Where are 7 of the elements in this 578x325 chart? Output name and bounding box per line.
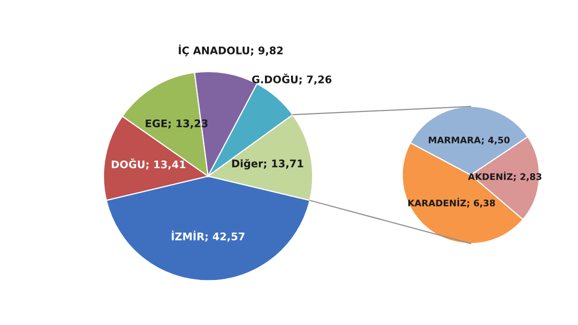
slice-label: DOĞU; 13,41 [112, 158, 186, 170]
slice-label: İÇ ANADOLU; 9,82 [178, 44, 283, 56]
slice-label: İZMİR; 42,57 [172, 230, 244, 242]
slice-label: G.DOĞU; 7,26 [252, 74, 332, 85]
slice-label: Diğer; 13,71 [232, 159, 304, 170]
slice-label: KARADENİZ; 6,38 [408, 198, 495, 208]
slice-label: MARMARA; 4,50 [428, 136, 510, 145]
